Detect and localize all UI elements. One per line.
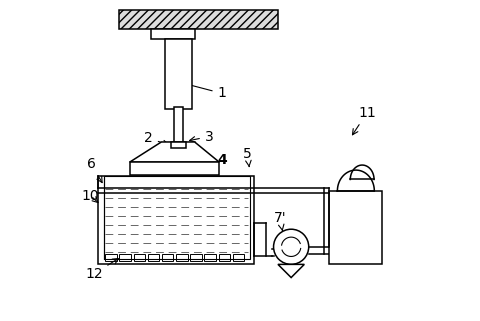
Bar	[162, 254, 173, 261]
Bar	[151, 30, 195, 39]
Bar	[233, 254, 244, 261]
Text: 5: 5	[243, 147, 252, 167]
Bar	[105, 254, 117, 261]
Bar	[120, 254, 131, 261]
Text: 2: 2	[144, 131, 168, 146]
Text: 3: 3	[190, 130, 214, 143]
Bar	[130, 162, 219, 175]
Bar	[119, 10, 278, 30]
Bar	[176, 254, 188, 261]
Text: 11: 11	[352, 106, 376, 135]
Bar	[190, 254, 202, 261]
Bar	[219, 254, 230, 261]
Bar	[98, 177, 254, 265]
Bar	[171, 142, 186, 148]
Text: 12: 12	[85, 258, 119, 281]
Text: 4: 4	[205, 153, 228, 170]
Polygon shape	[278, 265, 304, 278]
Circle shape	[274, 229, 309, 265]
Polygon shape	[130, 142, 219, 162]
Bar	[329, 191, 382, 265]
Text: 1: 1	[183, 82, 227, 100]
Bar	[133, 254, 145, 261]
Text: 7': 7'	[274, 211, 286, 231]
Text: 6: 6	[86, 157, 102, 183]
Bar	[165, 39, 192, 109]
Bar	[104, 177, 250, 259]
Text: 10: 10	[82, 189, 99, 203]
Bar	[174, 107, 183, 143]
Bar	[148, 254, 159, 261]
Bar	[204, 254, 216, 261]
